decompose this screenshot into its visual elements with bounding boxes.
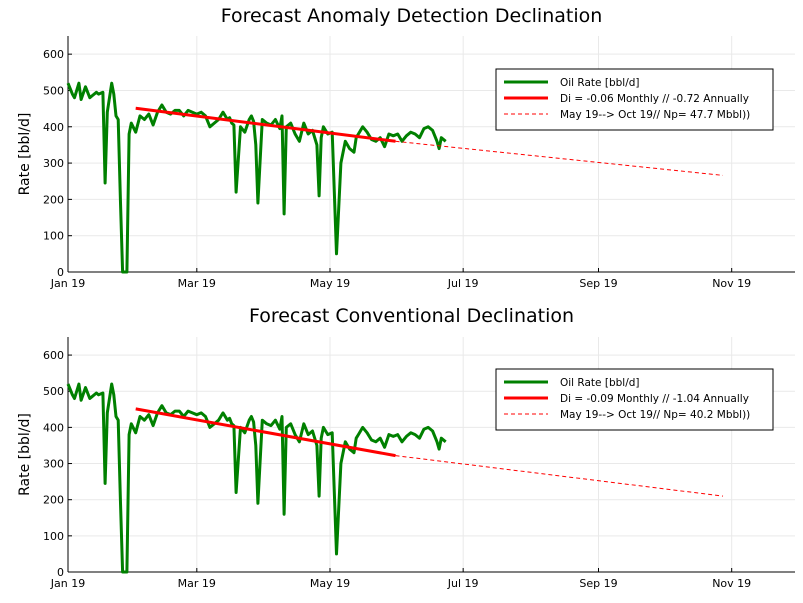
x-tick-label: May 19 [310,577,350,590]
x-tick-label: Jul 19 [447,577,479,590]
x-tick-label: Nov 19 [712,277,751,290]
y-tick-label: 400 [43,421,64,434]
legend-entry: Di = -0.06 Monthly // -0.72 Annually [560,93,749,105]
x-tick-label: Mar 19 [178,577,216,590]
x-tick-label: Sep 19 [579,277,617,290]
x-tick-label: May 19 [310,277,350,290]
y-tick-label: 600 [43,349,64,362]
y-tick-label: 500 [43,84,64,97]
y-tick-label: 200 [43,494,64,507]
y-tick-label: 200 [43,193,64,206]
y-axis-label: Rate [bbl/d] [17,113,33,196]
chart-title: Forecast Anomaly Detection Declination [221,5,603,27]
legend-entry: May 19--> Oct 19// Np= 47.7 Mbbl)) [560,109,750,121]
x-tick-label: Mar 19 [178,277,216,290]
series-line-1 [66,382,447,574]
chart-panel-2: Forecast Conventional Declination 0 100 200… [17,305,795,590]
legend-entry: Di = -0.09 Monthly // -1.04 Annually [560,393,749,405]
x-tick-label: Jul 19 [447,277,479,290]
series-line-3 [395,140,724,176]
legend-entry: Oil Rate [bbl/d] [560,377,640,389]
series-line-1 [66,81,447,274]
y-tick-label: 100 [43,230,64,243]
legend: Oil Rate [bbl/d] Di = -0.06 Monthly // -0… [495,68,774,131]
y-tick-label: 0 [57,266,64,279]
chart-title: Forecast Conventional Declination [249,305,574,327]
x-tick-label: Jan 19 [50,277,85,290]
series-line-2 [135,106,396,143]
chart-panel-1: Forecast Anomaly Detection Declination 0 1… [17,5,795,290]
y-tick-label: 300 [43,458,64,471]
y-tick-label: 300 [43,157,64,170]
y-axis-label: Rate [bbl/d] [17,413,33,496]
y-tick-label: 600 [43,48,64,61]
x-tick-label: Nov 19 [712,577,751,590]
x-tick-label: Sep 19 [579,577,617,590]
y-tick-label: 0 [57,566,64,579]
y-tick-label: 400 [43,121,64,134]
series-line-2 [135,407,396,458]
x-tick-label: Jan 19 [50,577,85,590]
y-tick-label: 500 [43,385,64,398]
legend: Oil Rate [bbl/d] Di = -0.09 Monthly // -1… [495,368,774,431]
legend-entry: Oil Rate [bbl/d] [560,77,640,89]
legend-entry: May 19--> Oct 19// Np= 40.2 Mbbl)) [560,409,750,421]
series-line-3 [395,455,724,497]
y-tick-label: 100 [43,530,64,543]
